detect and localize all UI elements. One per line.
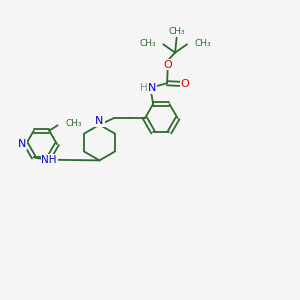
Text: O: O: [163, 59, 172, 70]
Text: CH₃: CH₃: [194, 39, 211, 48]
Text: O: O: [181, 79, 189, 89]
Text: N: N: [95, 116, 104, 126]
Text: NH: NH: [41, 155, 57, 165]
Text: N: N: [148, 83, 156, 93]
Text: CH₃: CH₃: [66, 119, 82, 128]
Text: CH₃: CH₃: [168, 27, 185, 36]
Text: N: N: [17, 139, 26, 149]
Text: CH₃: CH₃: [139, 39, 156, 48]
Text: H: H: [140, 83, 148, 93]
